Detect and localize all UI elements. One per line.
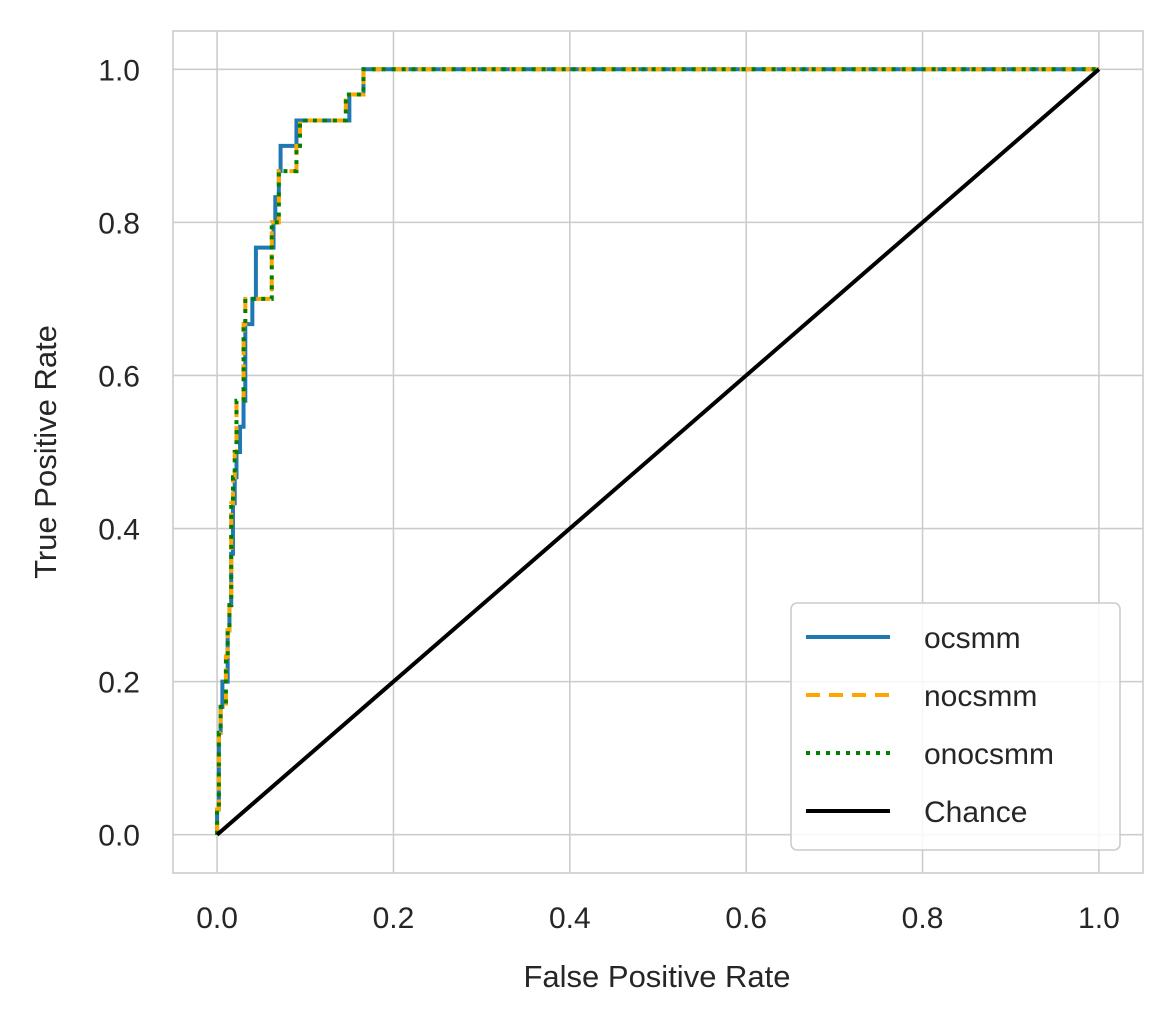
y-tick-label: 0.4 [98,514,140,547]
legend-box [790,602,1121,851]
y-tick-label: 0.6 [98,360,140,393]
x-axis-label: False Positive Rate [523,959,790,994]
legend-label-ocsmm: ocsmm [924,622,1021,655]
legend-entries: ocsmm nocsmm onocsmm Chance [806,622,1054,829]
legend-label-chance: Chance [924,796,1027,829]
y-tick-label: 0.0 [98,820,140,853]
plot-frame [172,30,1144,874]
x-tick-label: 0.8 [902,902,944,935]
series-line-onocsmm [215,67,1099,835]
x-tick-label: 0.2 [373,902,415,935]
x-tick-label: 0.6 [725,902,767,935]
grid-lines [173,31,1143,873]
series-lines [215,67,1101,837]
legend-label-nocsmm: nocsmm [924,680,1037,713]
y-tick-label: 0.2 [98,667,140,700]
y-tick-label: 1.0 [98,54,140,87]
x-tick-label: 0.0 [196,902,238,935]
legend-label-onocsmm: onocsmm [924,738,1054,771]
series-line-chance [215,67,1101,837]
x-tick-labels: 0.0 0.2 0.4 0.6 0.8 1.0 [196,902,1120,935]
y-axis-label: True Positive Rate [28,325,63,579]
y-tick-label: 0.8 [98,207,140,240]
x-tick-label: 1.0 [1078,902,1120,935]
y-tick-labels: 0.0 0.2 0.4 0.6 0.8 1.0 [98,54,140,852]
legend: ocsmm nocsmm onocsmm Chance [790,602,1121,851]
x-tick-label: 0.4 [549,902,591,935]
